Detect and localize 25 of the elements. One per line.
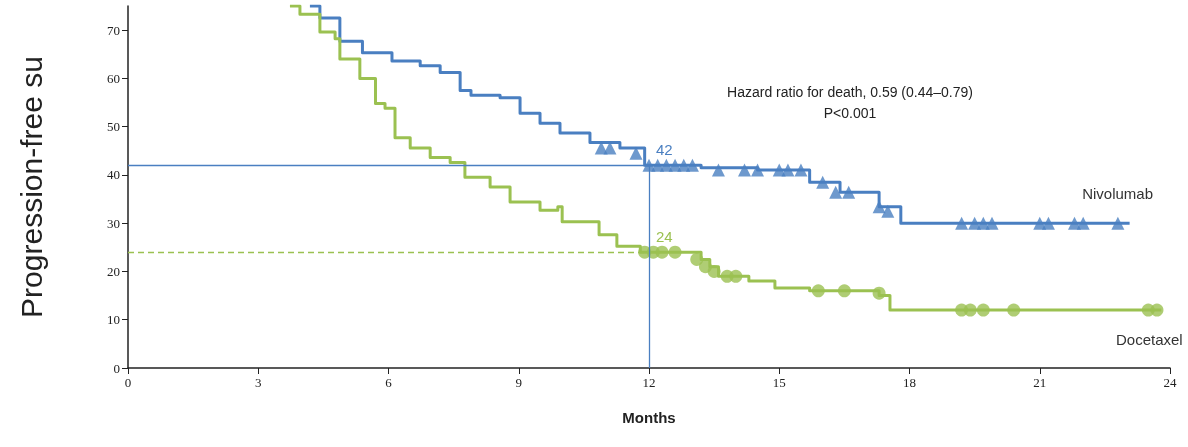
x-tick-label: 6 — [385, 375, 393, 390]
annotation: Hazard ratio for death, 0.59 (0.44–0.79) — [727, 84, 973, 100]
y-tick-label: 70 — [107, 22, 120, 38]
y-tick-label: 40 — [107, 167, 120, 183]
series-label: Nivolumab — [1082, 185, 1154, 203]
y-tick-label: 20 — [107, 263, 120, 279]
series-label: Docetaxel — [1115, 331, 1183, 349]
x-tick-label: 9 — [515, 375, 522, 390]
x-tick-label: 3 — [255, 375, 262, 390]
y-tick-label: 30 — [107, 215, 120, 231]
x-tick-label: 15 — [772, 375, 786, 390]
y-axis-title: Progression-free su — [14, 56, 48, 318]
x-tick-label: 18 — [903, 375, 916, 390]
annotation: P<0.001 — [823, 105, 877, 121]
ref-line-label: 42 — [656, 140, 673, 158]
ref-line-label: 24 — [656, 227, 673, 245]
x-tick-label: 12 — [642, 375, 656, 390]
y-tick-label: 10 — [107, 312, 120, 328]
x-tick-label: 0 — [124, 375, 132, 390]
x-axis-title: Months — [622, 409, 676, 426]
y-tick-label: 50 — [107, 119, 120, 135]
y-tick-label: 0 — [113, 360, 120, 376]
x-tick-label: 21 — [1033, 375, 1047, 390]
x-tick-label: 24 — [1163, 375, 1177, 390]
y-tick-label: 60 — [107, 70, 120, 86]
